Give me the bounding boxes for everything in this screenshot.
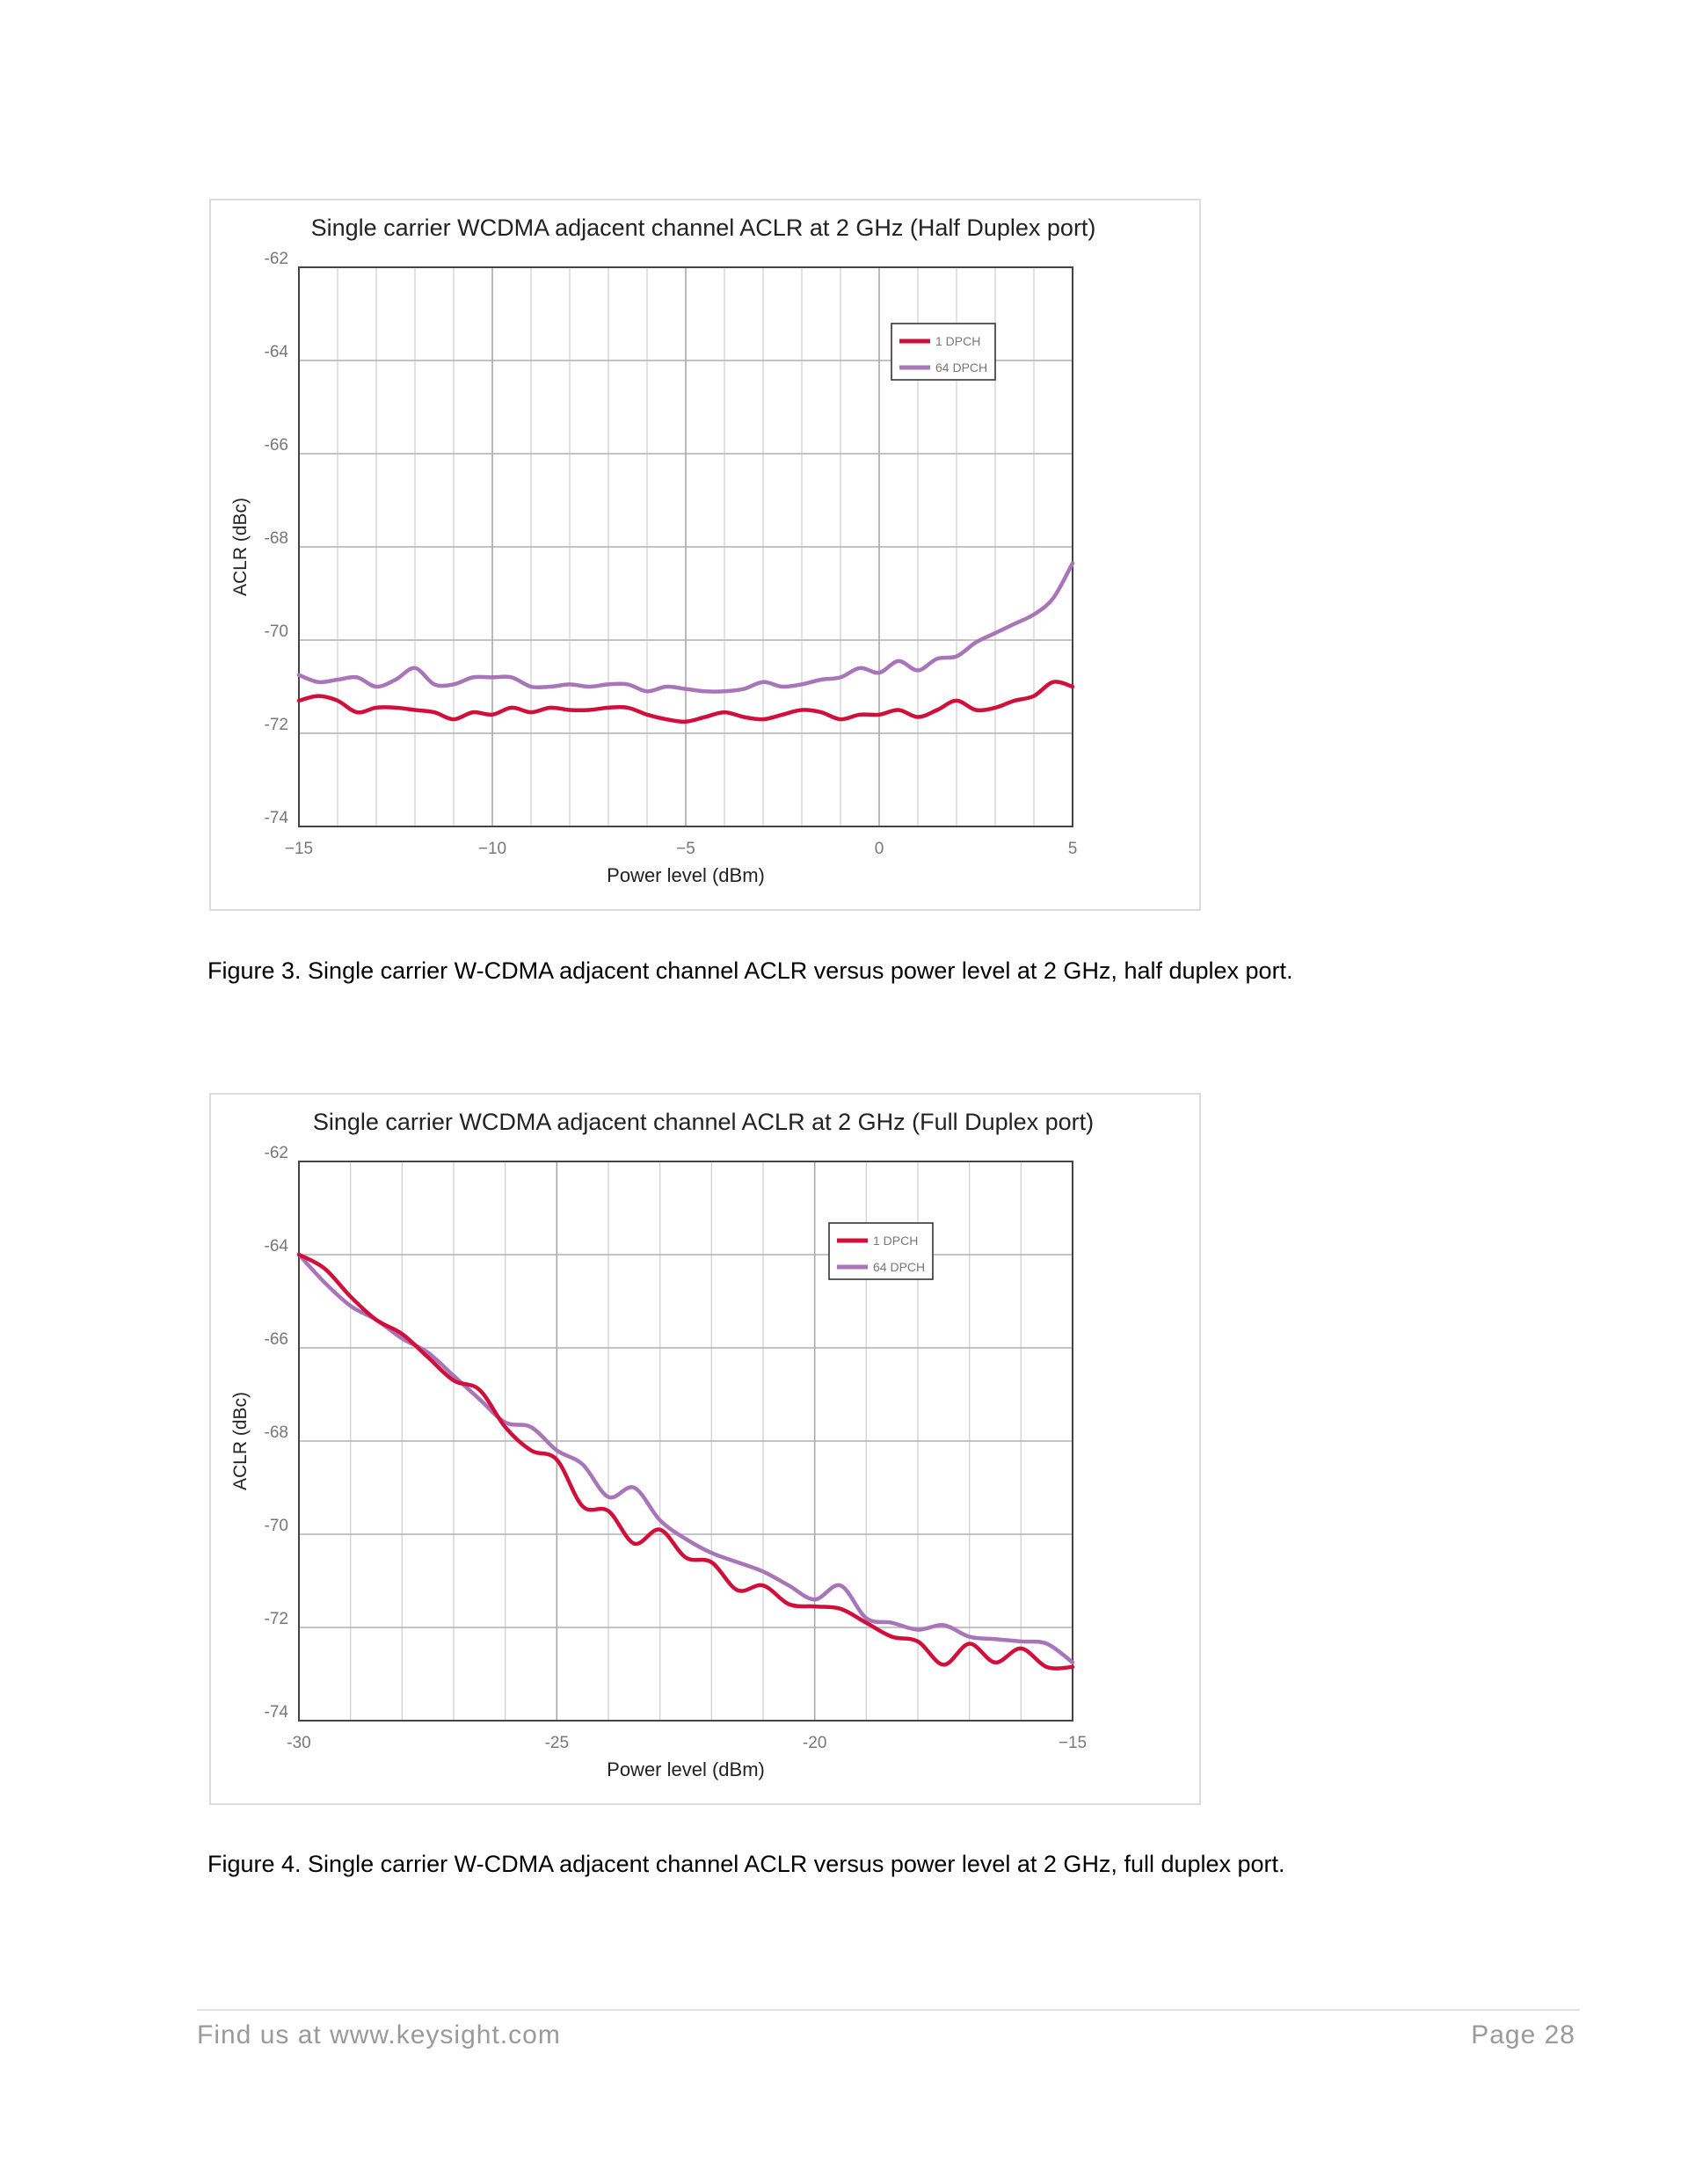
y-tick-label: -70 — [265, 1517, 288, 1535]
y-tick-label: -62 — [265, 250, 288, 268]
legend: 1 DPCH 64 DPCH — [891, 323, 996, 381]
series-line-64-dpch — [296, 561, 1075, 694]
x-axis-label: Power level (dBm) — [607, 1758, 765, 1780]
y-tick-label: -72 — [265, 1610, 288, 1628]
legend-label: 1 DPCH — [873, 1234, 918, 1248]
series-line-64-dpch — [296, 1252, 1075, 1665]
chart-svg: Single carrier WCDMA adjacent channel AC… — [230, 215, 1096, 886]
y-tick-label: -68 — [265, 529, 288, 548]
y-tick-label: -68 — [265, 1423, 288, 1442]
chart-title: Single carrier WCDMA adjacent channel AC… — [311, 215, 1096, 241]
y-tick-label: -66 — [265, 1330, 288, 1349]
footer-divider — [197, 2009, 1580, 2011]
chart-svg: Single carrier WCDMA adjacent channel AC… — [230, 1109, 1094, 1780]
y-tick-label: -74 — [265, 809, 289, 827]
y-axis-label: ACLR (dBc) — [230, 1392, 251, 1490]
x-tick-label: −15 — [285, 840, 313, 858]
y-tick-label: -70 — [265, 622, 288, 641]
figure-3-caption: Figure 3. Single carrier W-CDMA adjacent… — [207, 957, 1293, 984]
x-tick-label: −5 — [676, 840, 695, 858]
legend-label: 64 DPCH — [935, 360, 987, 375]
legend-box — [891, 323, 996, 381]
footer-website: Find us at www.keysight.com — [197, 2020, 561, 2049]
legend-label: 64 DPCH — [873, 1260, 925, 1274]
series-line-1-dpch — [296, 1252, 1075, 1671]
plot-area-border — [298, 266, 1073, 827]
x-tick-label: −10 — [478, 840, 506, 858]
x-tick-label: -30 — [287, 1734, 310, 1752]
x-axis-label: Power level (dBm) — [607, 864, 765, 886]
y-tick-label: -66 — [265, 436, 288, 455]
legend-label: 1 DPCH — [935, 334, 980, 348]
y-tick-label: -64 — [265, 343, 289, 361]
x-tick-label: -20 — [803, 1734, 826, 1752]
x-tick-label: 0 — [875, 840, 884, 858]
footer-page-number: Page 28 — [1471, 2020, 1575, 2049]
chart-full-duplex: Single carrier WCDMA adjacent channel AC… — [209, 1093, 1201, 1805]
grid — [298, 1161, 1073, 1722]
plot-area-border — [298, 1161, 1073, 1722]
chart-title: Single carrier WCDMA adjacent channel AC… — [313, 1109, 1094, 1135]
series-line-1-dpch — [296, 680, 1075, 724]
x-tick-label: 5 — [1068, 840, 1078, 858]
y-tick-label: -62 — [265, 1144, 288, 1162]
legend-box — [828, 1222, 934, 1280]
y-tick-label: -72 — [265, 716, 288, 734]
y-tick-label: -64 — [265, 1237, 289, 1256]
chart-half-duplex: Single carrier WCDMA adjacent channel AC… — [209, 199, 1201, 911]
x-tick-label: −15 — [1059, 1734, 1087, 1752]
y-tick-label: -74 — [265, 1703, 289, 1722]
figure-4-caption: Figure 4. Single carrier W-CDMA adjacent… — [207, 1851, 1285, 1877]
y-axis-label: ACLR (dBc) — [230, 498, 251, 596]
legend: 1 DPCH 64 DPCH — [828, 1222, 934, 1280]
x-tick-label: -25 — [545, 1734, 569, 1752]
